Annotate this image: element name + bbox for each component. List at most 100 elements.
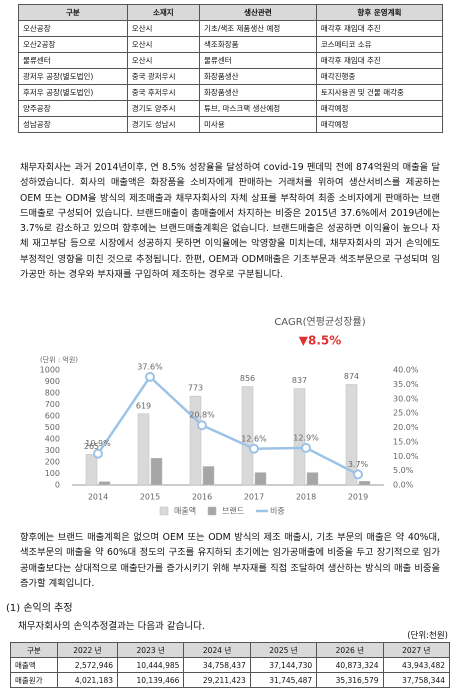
y-tick-label: 200 <box>45 458 60 467</box>
y2-tick-label: 25.0% <box>393 409 419 418</box>
y-tick-label: 600 <box>45 412 60 421</box>
x-tick-label: 2018 <box>296 493 316 502</box>
table-cell: 2027 년 <box>382 642 451 658</box>
table-row: 구분 소재지 생산관련 향후 운영계획 <box>18 4 444 21</box>
chart-title: CAGR(연평균성장률) <box>274 316 365 328</box>
table-cell: 4,021,183 <box>56 672 119 688</box>
table-cell: 매각예정 <box>315 100 444 117</box>
line-point <box>145 371 155 382</box>
table-cell: 소재지 <box>126 4 201 21</box>
y2-tick-label: 5.0% <box>393 466 414 475</box>
table-cell: 양주공장 <box>18 100 128 117</box>
y2-tick-label: 35.0% <box>393 380 419 389</box>
bar <box>85 454 98 486</box>
table-cell: 2024 년 <box>183 642 251 658</box>
table-cell: 색조화장품 <box>199 36 317 53</box>
table-cell: 31,745,487 <box>249 672 318 688</box>
line <box>96 374 359 476</box>
table-cell: 10,139,466 <box>117 672 185 688</box>
table-cell: 2026 년 <box>316 642 384 658</box>
legend-label: 비중 <box>270 507 285 516</box>
table-row: 구분 2022 년 2023 년 2024 년 2025 년 2026 년 2027 년 <box>10 642 451 658</box>
line-point <box>301 442 311 453</box>
table-cell: 중국 후저우시 <box>126 84 201 101</box>
table-cell: 경기도 양주시 <box>126 100 201 117</box>
bar <box>358 481 371 486</box>
bar-value-label: 265 <box>84 442 99 451</box>
y-tick-label: 800 <box>45 389 60 398</box>
table-cell: 오산시 <box>126 20 201 37</box>
table-cell: 10,444,985 <box>117 657 185 673</box>
table-row: 오산공장 오산시 기초/색조 제품생산 예정 매각후 재임대 추진 <box>18 20 444 37</box>
facility-table: 구분 소재지 생산관련 향후 운영계획 오산공장 오산시 기초/색조 제품생산 예정 매각후 … <box>18 4 444 133</box>
table-row: 매출원가 4,021,183 10,139,466 29,211,423 31,745,… <box>10 672 451 688</box>
bar <box>241 386 254 486</box>
table-cell: 기초/색조 제품생산 예정 <box>199 20 317 37</box>
table-cell: 튜브, 마스크팩 생산예정 <box>199 100 317 117</box>
legend-swatch <box>207 506 217 516</box>
table-row: 오산2공장 오산시 색조화장품 코스메티코 소유 <box>18 36 444 53</box>
paragraph: 향후에는 브랜드 매출계획은 없으며 OEM 또는 ODM 방식의 제조 매출시… <box>20 532 440 589</box>
legend-swatch <box>159 506 169 516</box>
table-cell: 매출원가 <box>10 672 58 688</box>
table-cell: 34,758,437 <box>183 657 251 673</box>
line-point <box>197 420 207 431</box>
table-cell: 미사용 <box>199 116 317 133</box>
table-cell: 구분 <box>10 642 58 658</box>
y2-tick-label: 30.0% <box>393 394 419 403</box>
table-cell: 중국 광저우시 <box>126 68 201 85</box>
point-label: 12.9% <box>293 433 319 442</box>
bar <box>150 457 163 486</box>
unit: (단위:천원) <box>407 631 448 641</box>
unit-label: (단위 : 억원) <box>40 355 78 364</box>
bar <box>254 472 267 486</box>
bar <box>202 466 215 486</box>
table-cell: 화장품생산 <box>199 84 317 101</box>
y2-tick-label: 20.0% <box>393 423 419 432</box>
bar-value-label: 837 <box>292 376 307 385</box>
x-tick-label: 2019 <box>348 493 368 502</box>
bar-value-label: 856 <box>240 374 255 383</box>
table-cell: 오산시 <box>126 52 201 69</box>
chart: CAGR(연평균성장률) ▼8.5% (단위 : 억원) 0 100 200 300 4… <box>40 316 419 516</box>
y-tick-label: 0 <box>55 481 60 490</box>
intro: 채무자회사의 손익추정결과는 다음과 같습니다. <box>18 621 205 632</box>
table-cell: 구분 <box>18 4 128 21</box>
table-cell: 토지사용권 및 건물 매각중 <box>315 84 444 101</box>
table-cell: 광저우 공장(별도법인) <box>18 68 128 85</box>
legend-label: 매출액 <box>174 506 196 516</box>
table-row: 물류센터 오산시 물류센터 매각후 재임대 추진 <box>18 52 444 69</box>
y-tick-label: 1000 <box>40 366 60 375</box>
y2-tick-label: 10.0% <box>393 452 419 461</box>
table-cell: 2025 년 <box>249 642 318 658</box>
x-tick-label: 2015 <box>140 493 160 502</box>
bar <box>189 395 202 486</box>
x-tick-label: 2016 <box>192 493 212 502</box>
bar <box>345 384 358 486</box>
line-point <box>353 469 363 480</box>
table-cell: 오산공장 <box>18 20 128 37</box>
table-cell: 29,211,423 <box>183 672 251 688</box>
y-tick-label: 300 <box>45 446 60 455</box>
table-cell: 향후 운영계획 <box>315 4 444 21</box>
table-cell: 매각후 재임대 추진 <box>315 20 444 37</box>
legend-label: 브랜드 <box>222 506 244 516</box>
paragraph: 채무자회사는 과거 2014년이후, 연 8.5% 성장율을 달성하여 covi… <box>20 162 440 281</box>
bar-value-label: 773 <box>188 384 203 393</box>
line-point <box>93 448 103 459</box>
table-cell: 오산시 <box>126 36 201 53</box>
x-tick-label: 2017 <box>244 493 264 502</box>
bar <box>293 388 306 486</box>
table-cell: 2023 년 <box>117 642 185 658</box>
table-cell: 43,943,482 <box>382 657 451 673</box>
point-label: 10.9% <box>85 439 111 448</box>
table-row: 후저우 공장(별도법인) 중국 후저우시 화장품생산 토지사용권 및 건물 매각중 <box>18 84 444 101</box>
table-cell: 물류센터 <box>18 52 128 69</box>
point-label: 12.6% <box>241 434 267 443</box>
y2-tick-label: 40.0% <box>393 366 419 375</box>
y-tick-label: 100 <box>45 469 60 478</box>
y-tick-label: 500 <box>45 423 60 432</box>
bar-value-label: 874 <box>344 372 359 381</box>
bar <box>306 472 319 486</box>
